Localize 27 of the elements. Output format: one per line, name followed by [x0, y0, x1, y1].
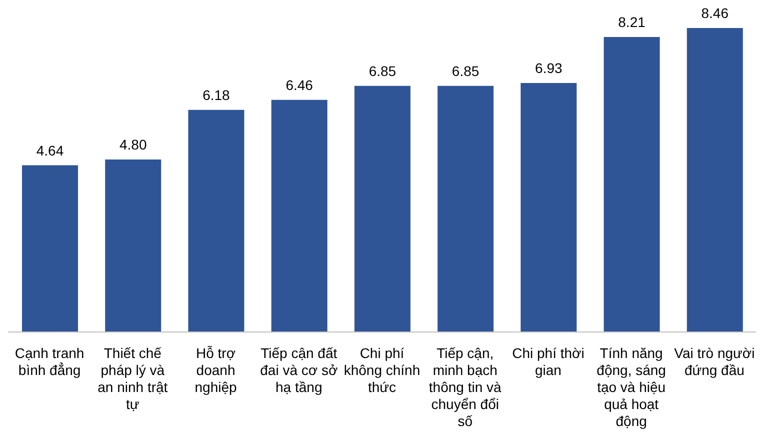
bar [105, 160, 162, 332]
x-tick-label: Chi phí không chính thức [344, 345, 420, 395]
data-label: 6.93 [535, 60, 563, 76]
x-tick-label: Tiếp cận đất đai và cơ sở hạ tầng [260, 345, 338, 395]
x-tick-label: Chi phí thời gian [512, 345, 584, 378]
x-tick-label: Tiếp cận, minh bạch thông tin và chuyển đổi số [428, 345, 502, 429]
bar [686, 28, 743, 332]
data-label: 6.85 [368, 62, 396, 79]
data-label: 4.64 [36, 142, 64, 158]
bar [22, 165, 78, 332]
x-tick-label: Vai trò người đứng đầu [674, 345, 755, 378]
x-tick-label: Cạnh tranh bình đẳng [14, 345, 84, 378]
bar [520, 82, 577, 332]
data-label: 4.80 [119, 136, 147, 153]
x-tick-label: Hỗ trợ doanh nghiệp [194, 345, 238, 395]
bar [188, 110, 244, 332]
bar [271, 100, 328, 332]
data-label: 6.46 [286, 76, 314, 93]
bar [438, 86, 494, 332]
x-tick-label: Thiết chế pháp lý và an ninh trật tự [98, 345, 168, 412]
bar [354, 86, 410, 332]
data-label: 6.18 [202, 86, 230, 103]
bar [604, 36, 660, 332]
data-label: 8.21 [618, 14, 646, 30]
data-label: 6.85 [452, 62, 480, 79]
data-label: 8.46 [701, 5, 729, 21]
x-tick-label: Tính năng động, sáng tạo và hiệu quả hoạt động [596, 345, 666, 429]
